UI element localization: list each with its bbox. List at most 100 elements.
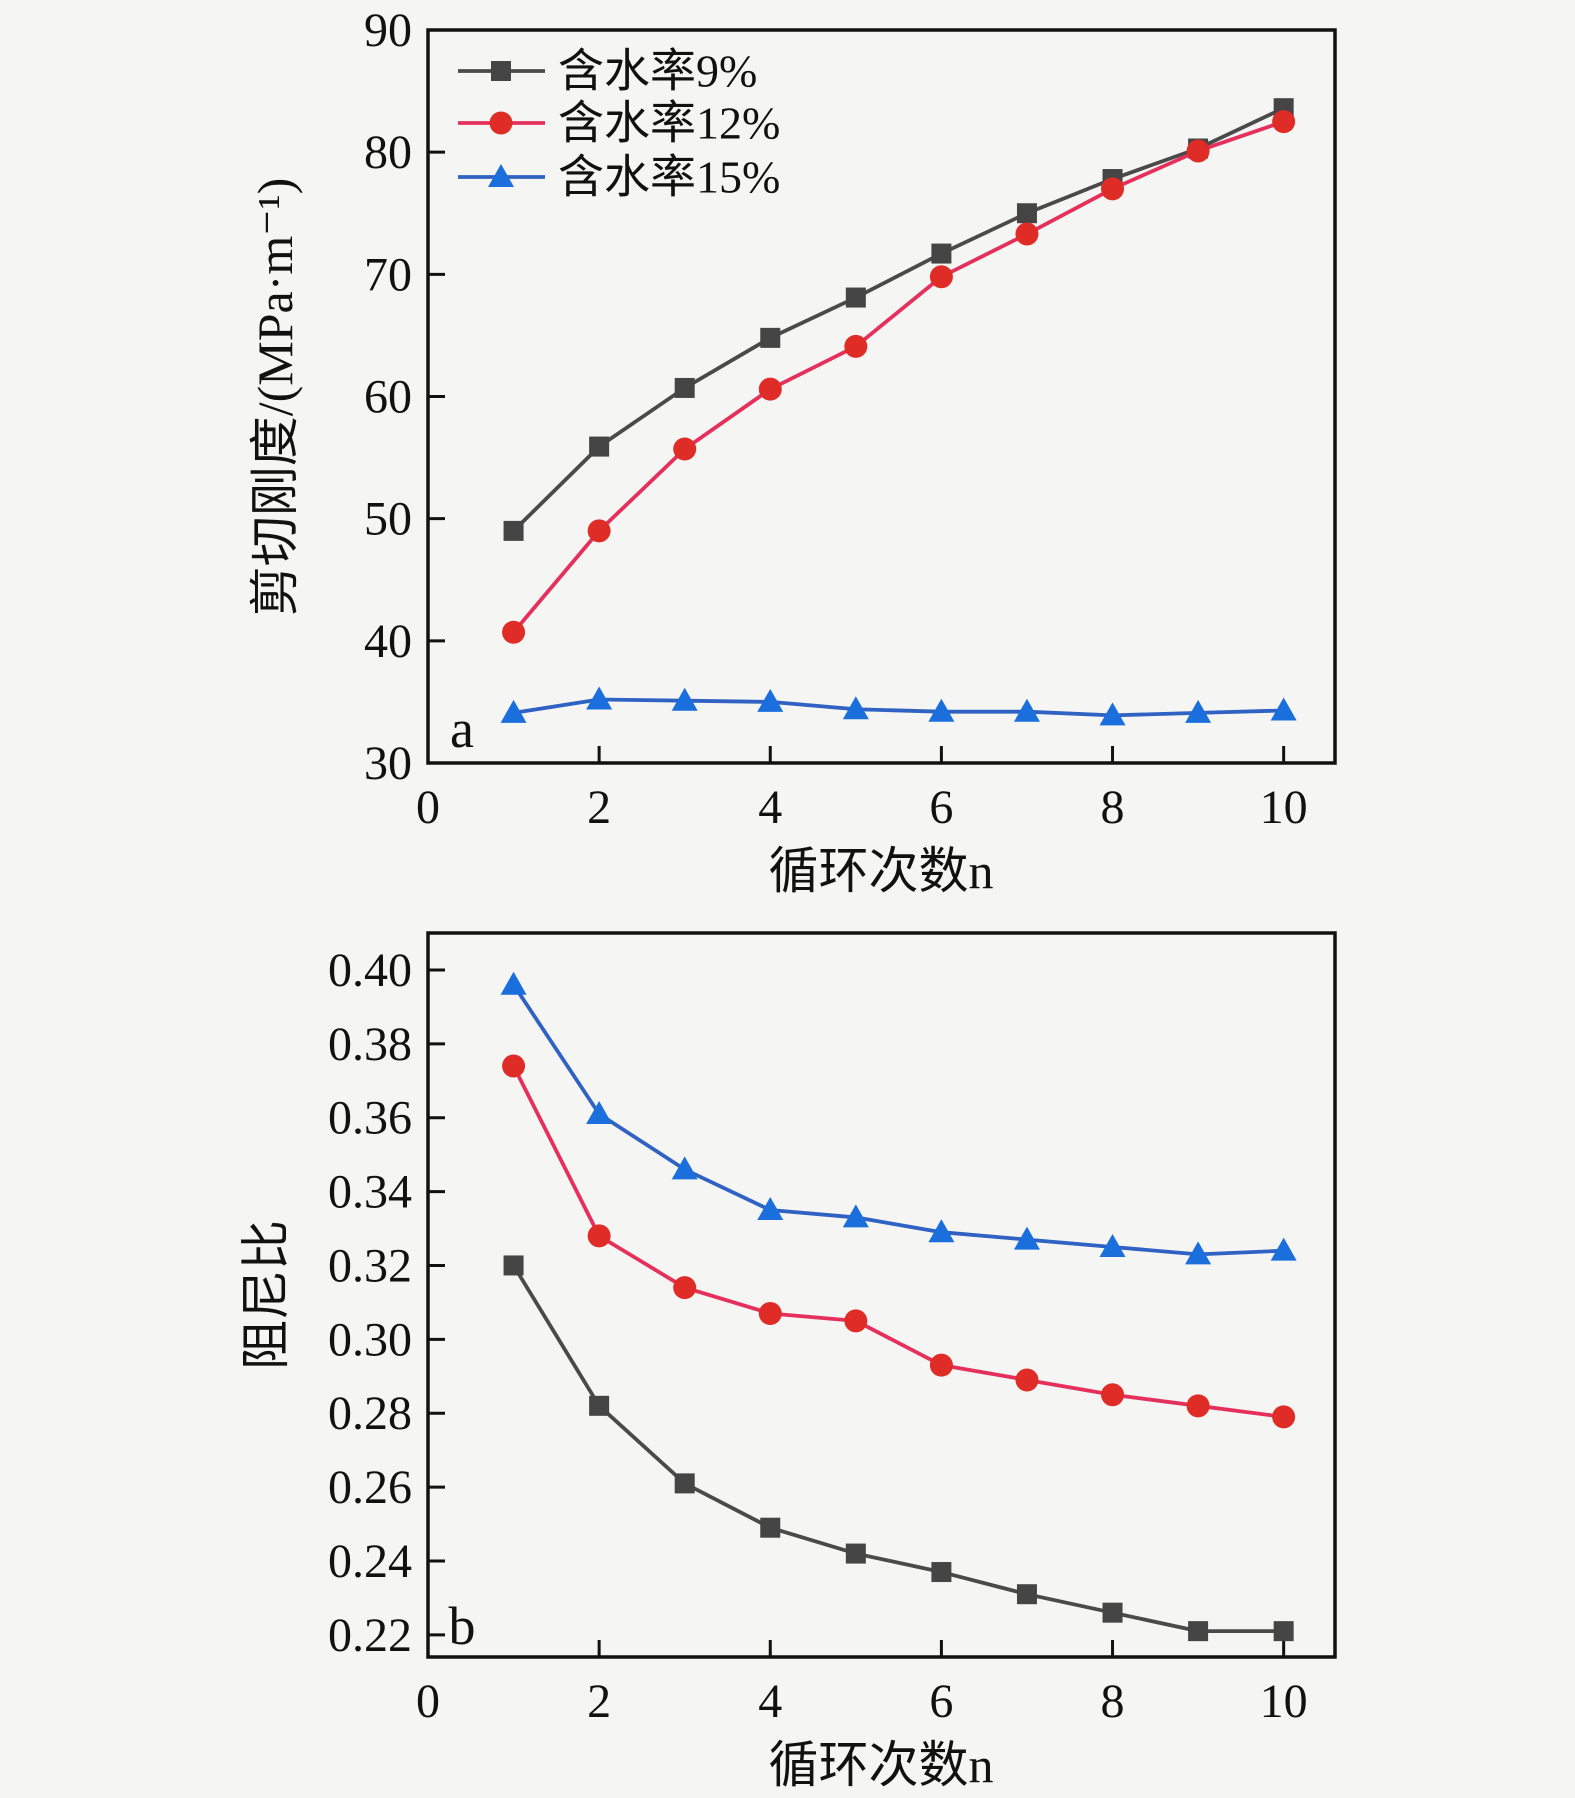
data-point-marker xyxy=(845,1543,866,1564)
x-tick-label: 2 xyxy=(587,781,611,834)
data-point-marker xyxy=(674,377,695,398)
legend-label: 含水率12% xyxy=(558,98,780,149)
x-tick-label: 0 xyxy=(416,1675,440,1728)
data-point-marker xyxy=(673,437,697,461)
y-axis-title-b: 阻尼比 xyxy=(238,1220,294,1370)
data-point-marker xyxy=(502,1054,526,1078)
data-point-marker xyxy=(673,1276,697,1300)
data-point-marker xyxy=(929,1353,953,1377)
x-tick-label: 4 xyxy=(758,1675,782,1728)
y-tick-label: 0.32 xyxy=(328,1239,412,1292)
y-tick-label: 70 xyxy=(364,248,412,301)
y-tick-label: 0.26 xyxy=(328,1461,412,1514)
x-tick-label: 10 xyxy=(1260,781,1308,834)
plot-frame xyxy=(426,931,1337,1659)
data-point-marker xyxy=(503,520,524,541)
series-line xyxy=(511,983,1284,1257)
data-point-marker xyxy=(842,696,869,720)
series-line xyxy=(513,697,1284,718)
data-point-marker xyxy=(1015,222,1039,246)
data-point-marker xyxy=(1270,1237,1297,1261)
y-tick-label: 30 xyxy=(364,737,412,790)
data-point-marker xyxy=(589,436,610,457)
data-point-marker xyxy=(671,1156,698,1180)
legend-marker-circle xyxy=(489,111,513,135)
legend-marker-triangle xyxy=(488,164,514,187)
series-line xyxy=(512,106,1285,533)
y-tick-label: 0.34 xyxy=(328,1166,412,1219)
y-tick-label: 0.24 xyxy=(328,1535,412,1588)
data-point-marker xyxy=(929,265,953,289)
legend: 含水率9%含水率12%含水率15% xyxy=(458,46,780,203)
data-point-marker xyxy=(844,1309,868,1333)
data-point-marker xyxy=(1272,110,1296,134)
panel-label-b: b xyxy=(449,1596,476,1656)
data-point-marker xyxy=(674,1473,695,1494)
y-tick-label: 0.38 xyxy=(328,1018,412,1071)
data-point-marker xyxy=(1015,1368,1039,1392)
x-tick-label: 4 xyxy=(758,781,782,834)
data-point-marker xyxy=(587,1224,611,1248)
y-tick-label: 60 xyxy=(364,371,412,424)
data-point-marker xyxy=(757,1197,784,1221)
y-tick-label: 0.40 xyxy=(328,944,412,997)
data-point-marker xyxy=(1099,1233,1126,1257)
data-point-marker xyxy=(503,1255,524,1276)
x-axis-title-b: 循环次数n xyxy=(769,1737,994,1793)
series-含水率12% xyxy=(502,110,1296,644)
data-point-marker xyxy=(844,334,868,358)
data-point-marker xyxy=(1013,698,1040,722)
data-point-marker xyxy=(586,1101,613,1124)
data-point-marker xyxy=(1270,697,1297,721)
series-含水率12% xyxy=(502,1054,1296,1429)
data-point-marker xyxy=(1272,1405,1296,1429)
data-point-marker xyxy=(931,1562,952,1583)
data-point-marker xyxy=(758,377,782,401)
series-line xyxy=(512,119,1285,634)
data-point-marker xyxy=(502,620,526,644)
x-tick-label: 0 xyxy=(416,781,440,834)
x-tick-label: 8 xyxy=(1101,781,1125,834)
y-tick-label: 0.22 xyxy=(328,1609,412,1662)
y-tick-label: 80 xyxy=(364,126,412,179)
data-point-marker xyxy=(1099,702,1126,726)
data-point-marker xyxy=(1016,203,1037,224)
data-point-marker xyxy=(1102,1602,1123,1623)
data-point-marker xyxy=(760,1517,781,1538)
data-point-marker xyxy=(586,686,613,710)
data-point-marker xyxy=(1273,1621,1294,1642)
y-tick-label: 90 xyxy=(364,4,412,57)
x-tick-label: 2 xyxy=(587,1675,611,1728)
series-line xyxy=(511,1264,1284,1634)
x-axis-title-a: 循环次数n xyxy=(769,843,994,899)
chart-panel-a: 0 2 4 6 8 10 30 40 50 60 70 80 90 含水率9%含水率12%含水率15% xyxy=(364,4,1337,834)
data-point-marker xyxy=(757,688,784,712)
data-point-marker xyxy=(928,1219,955,1243)
data-point-marker xyxy=(842,1204,869,1228)
data-point-marker xyxy=(1013,1226,1040,1250)
data-point-marker xyxy=(758,1301,782,1325)
legend-label: 含水率9% xyxy=(558,46,757,97)
data-point-marker xyxy=(1186,1394,1210,1418)
data-point-marker xyxy=(1185,1241,1212,1265)
y-tick-label: 50 xyxy=(364,493,412,546)
data-point-marker xyxy=(589,1395,610,1416)
data-point-marker xyxy=(931,243,952,264)
x-tick-label: 10 xyxy=(1260,1675,1308,1728)
x-tick-label: 6 xyxy=(929,1675,953,1728)
legend-item-含水率15%: 含水率15% xyxy=(458,152,780,203)
data-point-marker xyxy=(760,327,781,348)
data-point-marker xyxy=(1185,699,1212,723)
series-含水率15% xyxy=(500,686,1297,726)
data-point-marker xyxy=(671,687,698,711)
data-point-marker xyxy=(1101,1383,1125,1407)
legend-item-含水率9%: 含水率9% xyxy=(458,46,757,97)
y-tick-label: 0.28 xyxy=(328,1387,412,1440)
series-line xyxy=(511,1065,1284,1419)
y-tick-label: 40 xyxy=(364,615,412,668)
data-point-marker xyxy=(500,699,527,723)
chart-panel-b: 0 2 4 6 8 10 0.22 0.24 0.26 0.28 0.30 0.32 0.34 0.36 0… xyxy=(328,931,1337,1728)
panel-label-a: a xyxy=(450,699,474,759)
